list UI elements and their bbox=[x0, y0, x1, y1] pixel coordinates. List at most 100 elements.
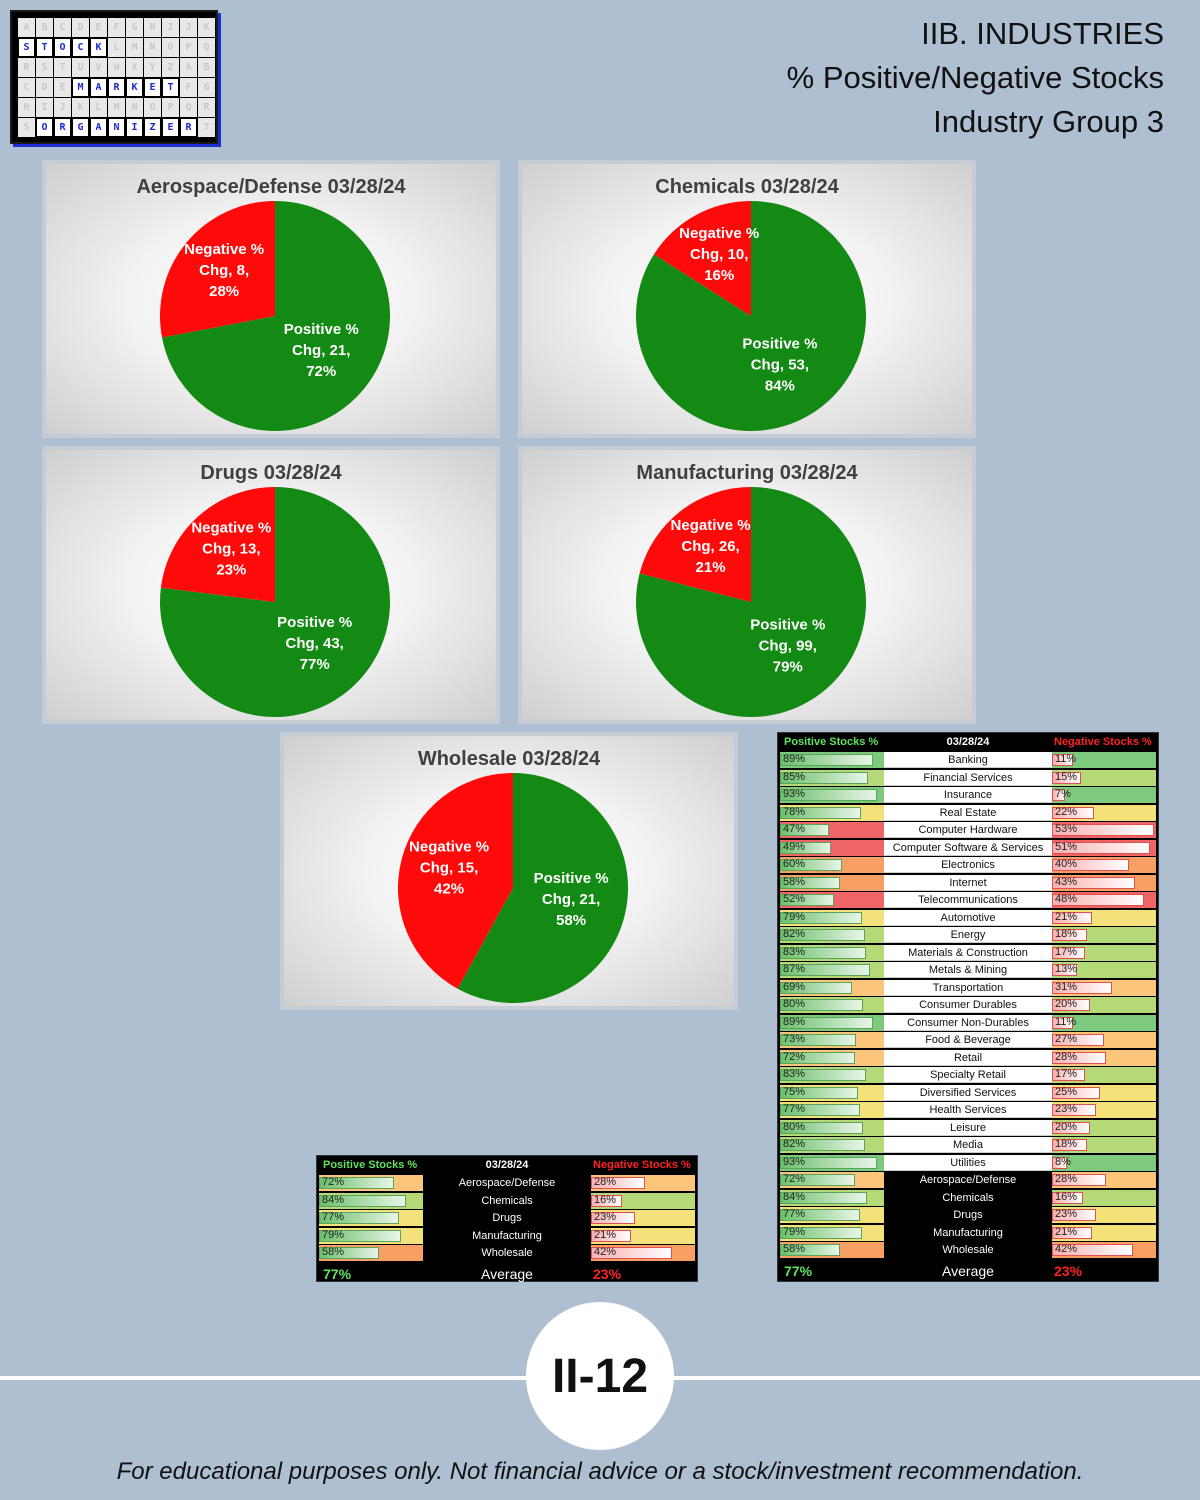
table-row: 80% Consumer Durables 20% bbox=[780, 997, 1156, 1013]
negative-cell: 27% bbox=[1052, 1032, 1156, 1048]
positive-bar bbox=[780, 824, 829, 836]
logo-letter: W bbox=[108, 58, 125, 77]
positive-cell: 89% bbox=[780, 1014, 884, 1031]
negative-cell: 16% bbox=[1052, 1189, 1156, 1206]
industry-name: Specialty Retail bbox=[884, 1067, 1052, 1083]
positive-value: 83% bbox=[783, 1068, 806, 1080]
negative-value: 21% bbox=[594, 1228, 617, 1241]
logo-letter: G bbox=[198, 78, 215, 97]
negative-bar bbox=[1052, 894, 1145, 906]
table-row: 78% Real Estate 22% bbox=[780, 804, 1156, 821]
negative-cell: 21% bbox=[1052, 1224, 1156, 1241]
pie-slice-negative bbox=[653, 201, 751, 316]
logo-letter: O bbox=[162, 38, 179, 57]
negative-value: 48% bbox=[1055, 893, 1078, 905]
logo-letter: R bbox=[108, 78, 125, 97]
industry-name: Chemicals bbox=[423, 1192, 591, 1209]
negative-bar bbox=[1052, 1226, 1093, 1239]
positive-value: 93% bbox=[783, 1155, 806, 1168]
industry-name: Metals & Mining bbox=[884, 962, 1052, 978]
positive-bar bbox=[780, 981, 852, 994]
positive-value: 80% bbox=[783, 998, 806, 1010]
logo-letter: M bbox=[126, 38, 143, 57]
positive-cell: 77% bbox=[780, 1102, 884, 1118]
negative-bar bbox=[1052, 771, 1081, 784]
industry-name: Energy bbox=[884, 927, 1052, 943]
logo-letter: C bbox=[18, 78, 35, 97]
negative-cell: 11% bbox=[1052, 752, 1156, 768]
positive-bar bbox=[780, 806, 862, 819]
positive-bar bbox=[780, 1226, 863, 1239]
positive-value: 73% bbox=[783, 1033, 806, 1045]
logo-letter: T bbox=[162, 78, 179, 97]
positive-bar bbox=[319, 1177, 394, 1189]
positive-bar bbox=[319, 1194, 407, 1207]
positive-value: 84% bbox=[322, 1193, 345, 1206]
negative-bar bbox=[1052, 1069, 1085, 1081]
industry-name: Computer Hardware bbox=[884, 822, 1052, 838]
industry-name: Banking bbox=[884, 752, 1052, 768]
pie-label-negative: Negative % Chg, 8, 28% bbox=[184, 241, 264, 300]
positive-cell: 79% bbox=[319, 1227, 423, 1244]
industry-name: Computer Software & Services bbox=[884, 839, 1052, 856]
logo-letter: P bbox=[162, 98, 179, 117]
positive-bar bbox=[780, 754, 873, 766]
positive-cell: 83% bbox=[780, 1067, 884, 1083]
positive-cell: 87% bbox=[780, 962, 884, 978]
negative-bar bbox=[1052, 999, 1091, 1011]
positive-cell: 93% bbox=[780, 787, 884, 803]
table-row: 58% Wholesale 42% bbox=[319, 1245, 695, 1261]
logo-letter: R bbox=[198, 98, 215, 117]
logo-letter: E bbox=[144, 78, 161, 97]
pie-label-positive: Positive % Chg, 43, 77% bbox=[277, 614, 352, 673]
logo-letter: Y bbox=[144, 58, 161, 77]
industry-name: Food & Beverage bbox=[884, 1032, 1052, 1048]
negative-bar bbox=[591, 1229, 632, 1242]
negative-value: 23% bbox=[1055, 1208, 1078, 1220]
negative-value: 53% bbox=[1055, 823, 1078, 835]
table-row: 84% Chemicals 16% bbox=[780, 1189, 1156, 1206]
negative-value: 11% bbox=[1055, 1015, 1077, 1028]
logo-letter: E bbox=[162, 118, 179, 137]
positive-cell: 79% bbox=[780, 909, 884, 926]
industry-name: Automotive bbox=[884, 909, 1052, 926]
negative-value: 7% bbox=[1055, 788, 1071, 800]
pie-panel-manufacturing: Manufacturing 03/28/24 Negative % Chg, 26… bbox=[518, 446, 976, 724]
table-row: 77% Drugs 23% bbox=[780, 1207, 1156, 1223]
logo-letter: T bbox=[54, 58, 71, 77]
industry-name: Financial Services bbox=[884, 769, 1052, 786]
positive-bar bbox=[780, 859, 843, 871]
positive-bar bbox=[780, 876, 841, 889]
industry-name: Drugs bbox=[884, 1207, 1052, 1223]
logo-letter: K bbox=[198, 18, 215, 37]
negative-value: 40% bbox=[1055, 858, 1078, 870]
negative-bar bbox=[1052, 789, 1066, 801]
positive-bar bbox=[780, 771, 869, 784]
table-row: 82% Energy 18% bbox=[780, 927, 1156, 943]
positive-value: 80% bbox=[783, 1120, 806, 1133]
logo-letter: B bbox=[36, 18, 53, 37]
negative-value: 23% bbox=[594, 1211, 617, 1223]
logo-letter: J bbox=[180, 18, 197, 37]
header-date: 03/28/24 bbox=[946, 736, 990, 748]
negative-bar bbox=[1052, 946, 1085, 959]
pie-label-negative: Negative % Chg, 13, 23% bbox=[191, 519, 271, 578]
header-positive: Positive Stocks % bbox=[784, 736, 879, 748]
logo-letter: G bbox=[72, 118, 89, 137]
negative-bar bbox=[1052, 1156, 1068, 1169]
logo-letter: J bbox=[54, 98, 71, 117]
table-row: 93% Utilities 8% bbox=[780, 1154, 1156, 1171]
logo-letter: D bbox=[72, 18, 89, 37]
table-row: 72% Aerospace/Defense 28% bbox=[319, 1175, 695, 1191]
negative-value: 51% bbox=[1055, 840, 1078, 853]
negative-value: 18% bbox=[1055, 928, 1078, 940]
logo-letter: N bbox=[126, 98, 143, 117]
industry-name: Media bbox=[884, 1137, 1052, 1153]
table-row: 77% Drugs 23% bbox=[319, 1210, 695, 1226]
logo-letter: Z bbox=[162, 58, 179, 77]
positive-cell: 83% bbox=[780, 944, 884, 961]
negative-cell: 11% bbox=[1052, 1014, 1156, 1031]
positive-value: 85% bbox=[783, 770, 806, 783]
